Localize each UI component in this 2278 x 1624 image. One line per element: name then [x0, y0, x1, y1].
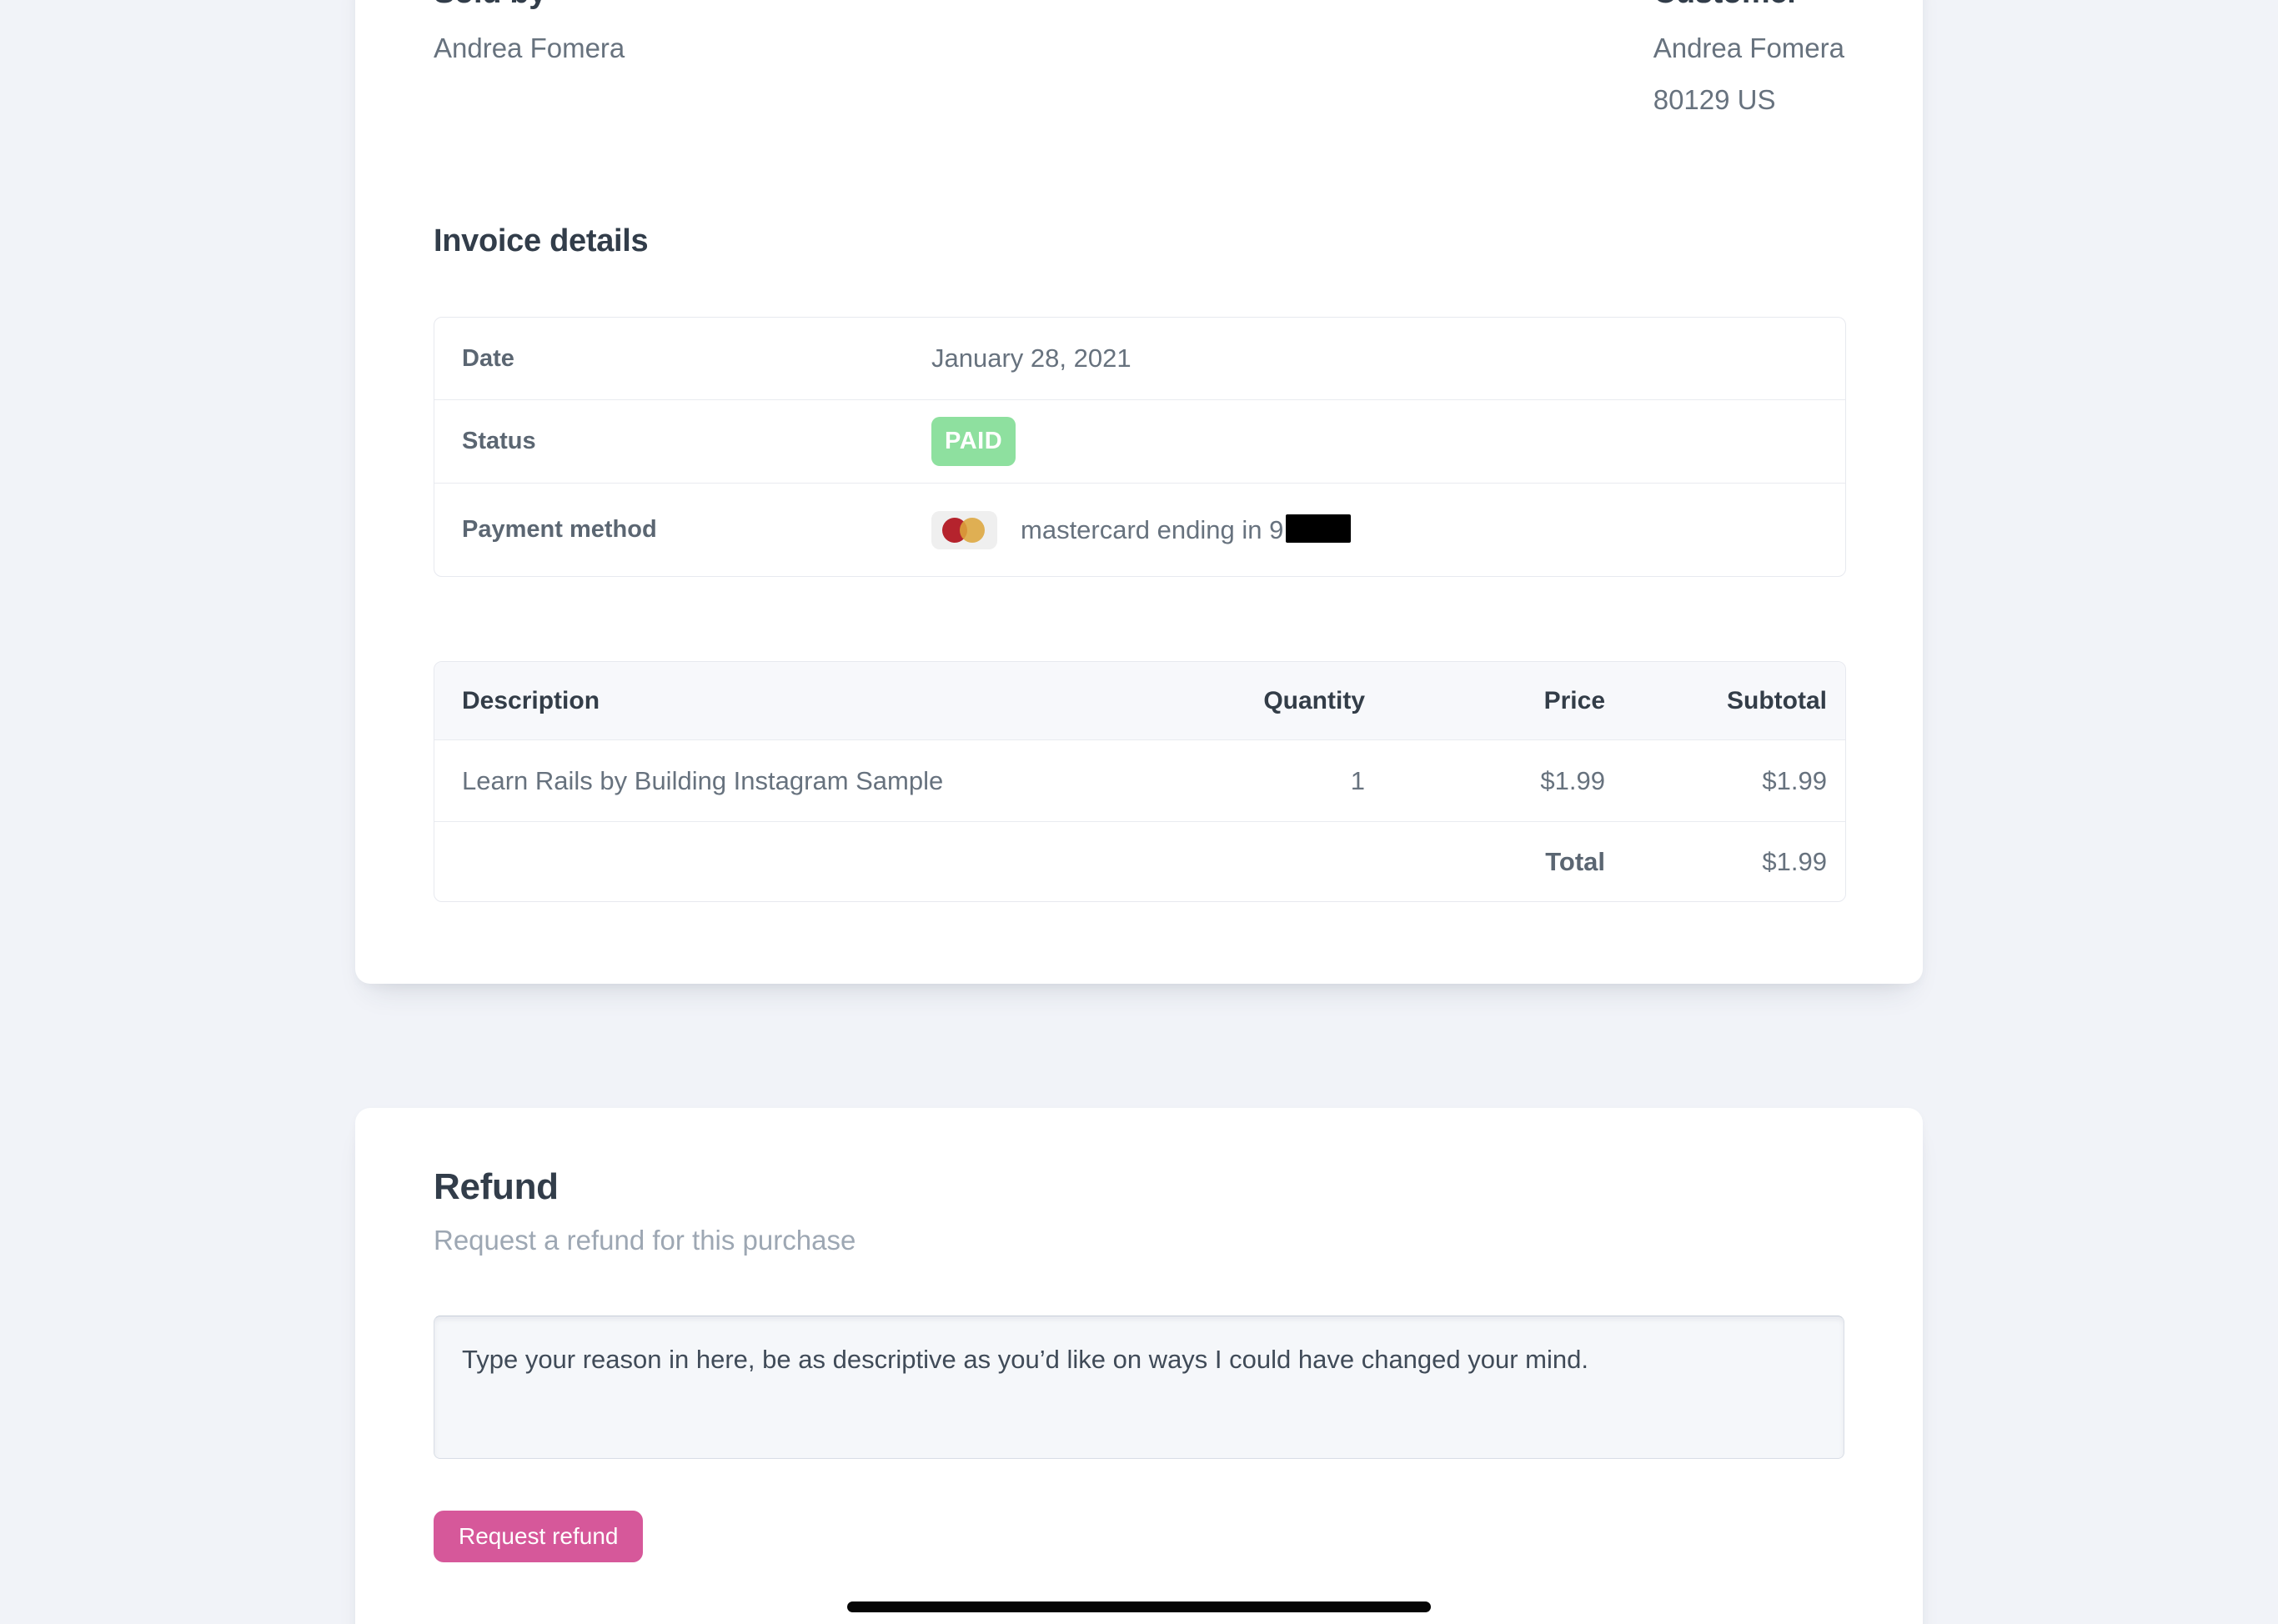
sold-by-name: Andrea Fomera	[434, 33, 625, 63]
status-label: Status	[462, 428, 536, 454]
item-subtotal: $1.99	[1762, 765, 1827, 795]
customer-name: Andrea Fomera	[1653, 33, 1844, 63]
date-label: Date	[462, 344, 514, 372]
date-value: January 28, 2021	[931, 343, 1131, 373]
item-quantity: 1	[1350, 765, 1365, 795]
item-description: Learn Rails by Building Instagram Sample	[462, 765, 944, 795]
date-row: Date January 28, 2021	[434, 318, 1845, 399]
payment-method-text: mastercard ending in 9	[1021, 514, 1352, 545]
sold-by-heading: Sold by	[434, 0, 625, 11]
invoice-details-heading: Invoice details	[434, 223, 649, 258]
status-value: PAID	[931, 417, 1845, 466]
redacted-card-digits	[1286, 514, 1352, 543]
item-price: $1.99	[1540, 765, 1605, 795]
invoice-card: Sold by Andrea Fomera Customer Andrea Fo…	[355, 0, 1923, 984]
invoice-details-table: Date January 28, 2021 Status PAID Paymen…	[434, 317, 1846, 577]
status-row: Status PAID	[434, 399, 1845, 483]
request-refund-button[interactable]: Request refund	[434, 1511, 644, 1562]
subtotal-header: Subtotal	[1727, 686, 1827, 714]
refund-heading: Refund	[434, 1166, 559, 1207]
status-badge: PAID	[931, 417, 1016, 466]
total-row: Total $1.99	[434, 821, 1845, 901]
customer-heading: Customer	[1653, 0, 1844, 11]
description-header: Description	[462, 686, 600, 714]
items-header-row: Description Quantity Price Subtotal	[434, 662, 1845, 739]
line-items-table: Description Quantity Price Subtotal Lear…	[434, 661, 1846, 902]
sold-by-block: Sold by Andrea Fomera	[434, 0, 625, 126]
payment-method-value: mastercard ending in 9	[931, 510, 1845, 549]
parties-section: Sold by Andrea Fomera Customer Andrea Fo…	[434, 0, 1844, 126]
mastercard-yellow-circle	[960, 517, 985, 543]
table-row: Learn Rails by Building Instagram Sample…	[434, 739, 1845, 821]
customer-location: 80129 US	[1653, 84, 1776, 115]
customer-block: Customer Andrea Fomera 80129 US	[1653, 0, 1844, 126]
refund-subtitle: Request a refund for this purchase	[434, 1225, 856, 1256]
refund-card: Refund Request a refund for this purchas…	[355, 1108, 1923, 1624]
total-value: $1.99	[1762, 846, 1827, 876]
payment-method-label: Payment method	[462, 516, 657, 543]
refund-reason-input[interactable]: Type your reason in here, be as descript…	[434, 1316, 1844, 1459]
mastercard-icon	[931, 510, 997, 549]
price-header: Price	[1543, 686, 1605, 714]
quantity-header: Quantity	[1263, 686, 1365, 714]
home-indicator[interactable]	[847, 1601, 1431, 1612]
payment-method-row: Payment method mastercard ending in 9	[434, 483, 1845, 576]
total-label: Total	[1545, 846, 1605, 876]
